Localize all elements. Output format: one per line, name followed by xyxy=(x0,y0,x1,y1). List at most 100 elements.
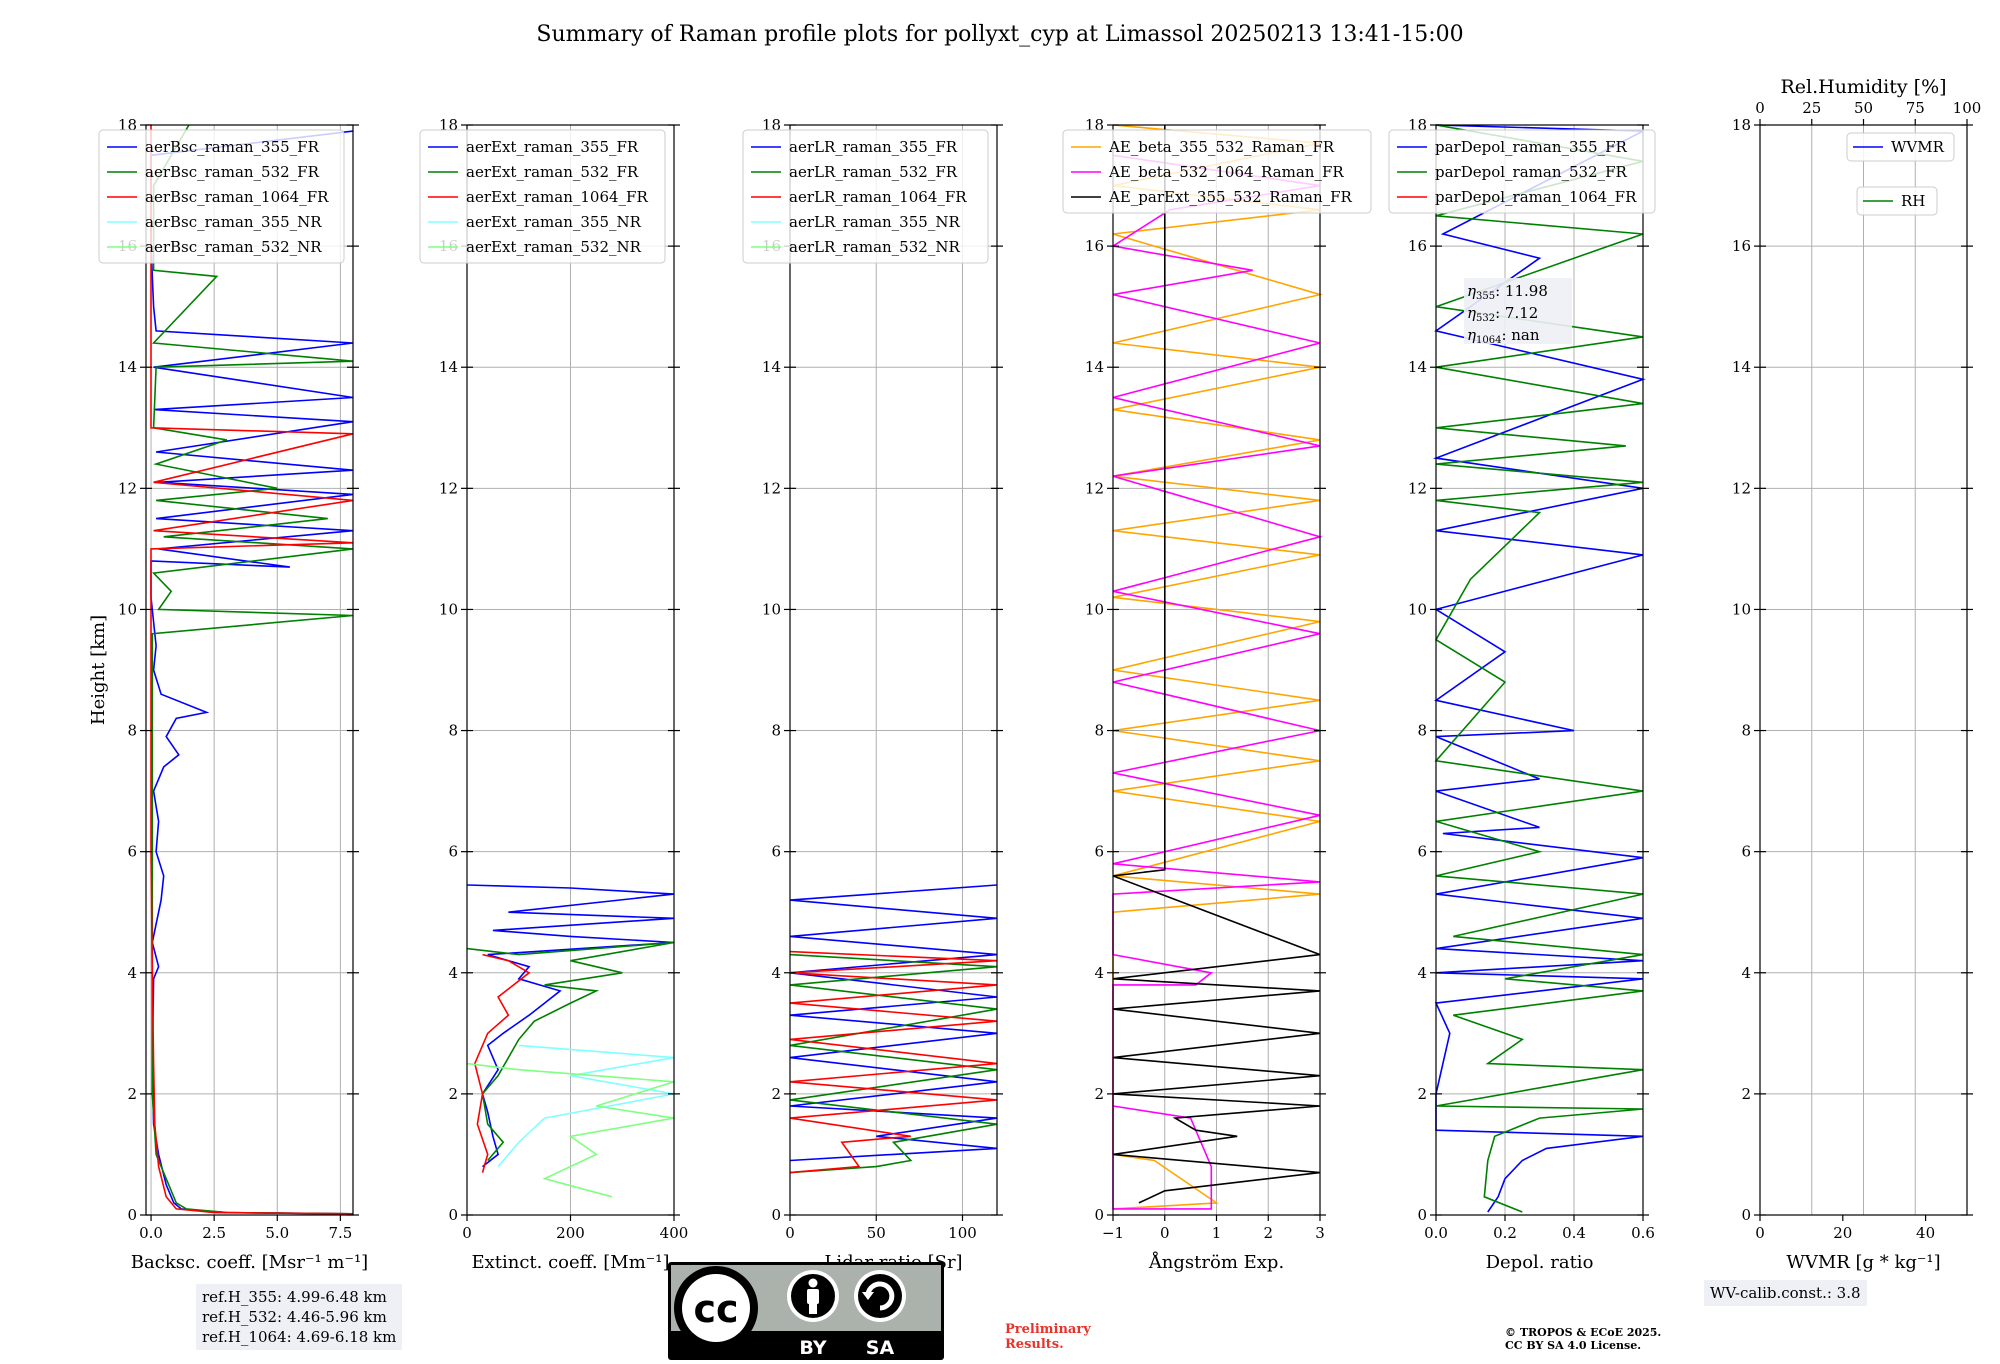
legend-box xyxy=(1856,186,1938,216)
series-line-parDepol_raman_532_FR xyxy=(1434,124,1644,1213)
x-axis-label: Ångström Exp. xyxy=(1148,1251,1284,1273)
x-axis-label: Extinct. coeff. [Mm⁻¹] xyxy=(471,1252,669,1273)
y-tick-label: 0 xyxy=(1417,1206,1427,1224)
series-line-aerExt_raman_355_FR xyxy=(466,884,675,1168)
y-tick-label: 12 xyxy=(1085,479,1104,497)
y-tick-label: 8 xyxy=(1741,722,1751,740)
y-tick-label: 2 xyxy=(1417,1085,1427,1103)
x-tick-label: 20 xyxy=(1833,1224,1852,1242)
legend-label: AE_beta_355_532_Raman_FR xyxy=(1108,138,1335,156)
x-tick-label: −1 xyxy=(1102,1224,1124,1242)
legend-label: aerLR_raman_355_NR xyxy=(789,213,960,231)
y-tick-label: 6 xyxy=(1741,843,1751,861)
y-tick-label: 14 xyxy=(1732,358,1751,376)
legend-label: AE_beta_532_1064_Raman_FR xyxy=(1108,163,1344,181)
y-tick-label: 4 xyxy=(1741,964,1751,982)
x-tick-label: 0.2 xyxy=(1493,1224,1517,1242)
legend-box xyxy=(742,129,989,264)
y-tick-label: 10 xyxy=(1408,600,1427,618)
y-tick-label: 6 xyxy=(1417,843,1427,861)
axes-frame xyxy=(789,124,998,1216)
legend: aerBsc_raman_355_FR aerBsc_raman_532_FRae… xyxy=(98,129,345,264)
x-axis-label: Backsc. coeff. [Msr⁻¹ m⁻¹] xyxy=(131,1252,368,1273)
legend: AE_beta_355_532_Raman_FR AE_beta_532_1064… xyxy=(1062,129,1372,214)
y-tick-label: 6 xyxy=(448,843,458,861)
series-line-aerLR_raman_355_FR xyxy=(789,884,998,1162)
y-tick-label: 2 xyxy=(127,1085,137,1103)
x-tick-label: 0 xyxy=(1160,1224,1170,1242)
series-line-aerExt_raman_355_NR xyxy=(497,1044,675,1168)
legend-label: aerLR_raman_355_FR xyxy=(789,138,958,156)
legend: parDepol_raman_355_FR parDepol_raman_532_… xyxy=(1388,129,1656,214)
y-tick-label: 6 xyxy=(1094,843,1104,861)
figure-title: Summary of Raman profile plots for polly… xyxy=(536,22,1464,47)
y-tick-label: 0 xyxy=(1094,1206,1104,1224)
x-tick-label: 100 xyxy=(948,1224,977,1242)
copyright-line2: CC BY SA 4.0 License. xyxy=(1505,1339,1642,1352)
x-tick-label: 1 xyxy=(1212,1224,1222,1242)
legend-label: parDepol_raman_1064_FR xyxy=(1435,188,1637,206)
x-tick-label: 0.0 xyxy=(139,1224,163,1242)
ref-h-532: ref.H_532: 4.46-5.96 km xyxy=(202,1308,387,1326)
legend-label: aerLR_raman_1064_FR xyxy=(789,188,967,206)
cc-logo-text: cc xyxy=(693,1287,738,1331)
y-tick-label: 2 xyxy=(771,1085,781,1103)
y-tick-label: 10 xyxy=(439,600,458,618)
x-tick-label: 400 xyxy=(660,1224,689,1242)
y-tick-label: 8 xyxy=(1094,722,1104,740)
axes-frame xyxy=(1435,124,1644,1216)
y-tick-label: 12 xyxy=(1732,479,1751,497)
y-tick-label: 4 xyxy=(1094,964,1104,982)
y-tick-label: 16 xyxy=(1408,237,1427,255)
top-tick-label: 25 xyxy=(1802,99,1821,117)
legend-label: aerLR_raman_532_FR xyxy=(789,163,958,181)
y-tick-label: 14 xyxy=(762,358,781,376)
legend-label: RH xyxy=(1901,192,1925,210)
y-tick-label: 8 xyxy=(127,722,137,740)
axes-frame xyxy=(145,124,354,1216)
x-tick-label: 0.4 xyxy=(1562,1224,1586,1242)
y-tick-label: 8 xyxy=(1417,722,1427,740)
copyright-line1: © TROPOS & ECoE 2025. xyxy=(1505,1326,1662,1339)
sa-share-icon xyxy=(865,1281,895,1311)
legend-box xyxy=(98,129,345,264)
legend-box xyxy=(1062,129,1372,214)
y-tick-label: 12 xyxy=(1408,479,1427,497)
panel-ext: 0246810121416180200400Extinct. coeff. [M… xyxy=(419,116,689,1273)
legend: aerLR_raman_355_FR aerLR_raman_532_FR aerL… xyxy=(742,129,989,264)
legend-label: aerExt_raman_1064_FR xyxy=(466,188,648,206)
legend-label: aerBsc_raman_1064_FR xyxy=(145,188,329,206)
y-tick-label: 6 xyxy=(771,843,781,861)
y-tick-label: 10 xyxy=(762,600,781,618)
x-tick-label: 0.6 xyxy=(1631,1224,1655,1242)
reference-height-box: ref.H_355: 4.99-6.48 km ref.H_532: 4.46-… xyxy=(196,1284,403,1350)
license-by: BY xyxy=(799,1337,826,1359)
y-tick-label: 2 xyxy=(1741,1085,1751,1103)
top-tick-label: 75 xyxy=(1906,99,1925,117)
y-tick-label: 16 xyxy=(1732,237,1751,255)
y-axis-label: Height [km] xyxy=(88,615,109,725)
ref-h-1064: ref.H_1064: 4.69-6.18 km xyxy=(202,1328,397,1346)
eta-value: η355: 11.98 xyxy=(1467,282,1548,302)
legend-label: aerExt_raman_532_NR xyxy=(466,238,642,256)
prelim-line2: Results. xyxy=(1005,1337,1064,1352)
y-tick-label: 0 xyxy=(127,1206,137,1224)
legend: aerExt_raman_355_FR aerExt_raman_532_FRae… xyxy=(419,129,666,264)
x-tick-label: 40 xyxy=(1916,1224,1935,1242)
y-tick-label: 14 xyxy=(118,358,137,376)
y-tick-label: 6 xyxy=(127,843,137,861)
series-line-aerBsc_raman_532_FR xyxy=(151,124,354,1215)
y-tick-label: 4 xyxy=(1417,964,1427,982)
y-tick-label: 12 xyxy=(118,479,137,497)
legend-label: aerBsc_raman_532_FR xyxy=(145,163,320,181)
legend-label: aerLR_raman_532_NR xyxy=(789,238,960,256)
wv-calibration-box: WV-calib.const.: 3.8 xyxy=(1704,1280,1867,1306)
y-tick-label: 4 xyxy=(771,964,781,982)
y-tick-label: 10 xyxy=(1732,600,1751,618)
legend-label: aerExt_raman_355_FR xyxy=(466,138,639,156)
by-person-icon xyxy=(808,1278,818,1288)
legend-box xyxy=(1846,132,1955,162)
